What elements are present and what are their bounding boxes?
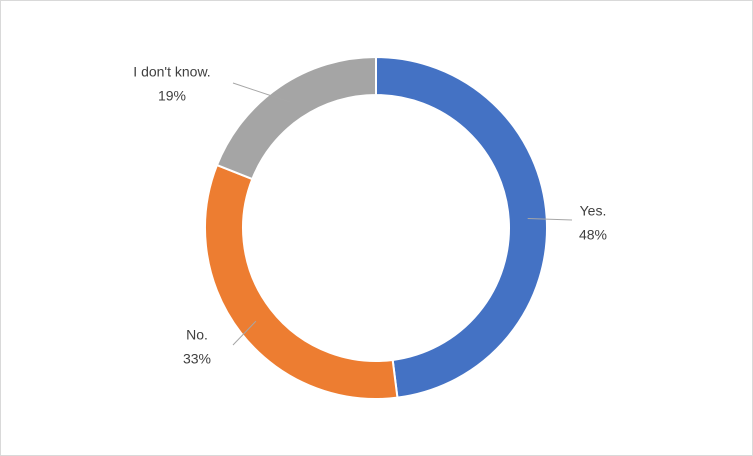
value-label: 19% — [158, 88, 186, 104]
leader-line — [527, 217, 573, 221]
category-label: Yes. — [580, 203, 607, 219]
value-label: 33% — [183, 351, 211, 367]
value-label: 48% — [579, 227, 607, 243]
donut-slice — [215, 55, 377, 181]
category-label: I don't know. — [133, 64, 210, 80]
leader-line — [232, 320, 257, 346]
category-label: No. — [186, 327, 208, 343]
donut-slice — [375, 55, 549, 399]
leader-line — [232, 82, 291, 103]
